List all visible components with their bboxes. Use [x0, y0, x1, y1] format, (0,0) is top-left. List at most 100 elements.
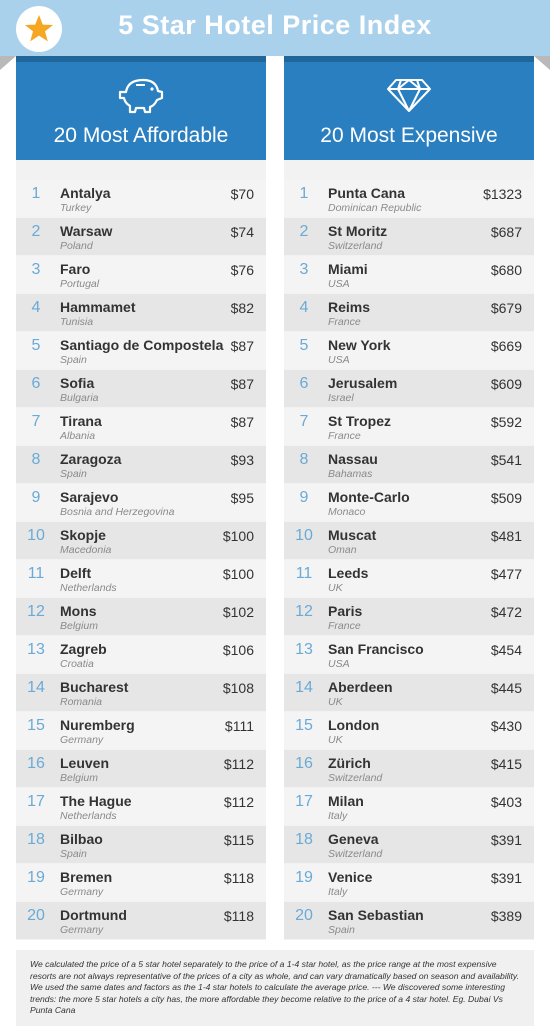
city-name: Hammamet	[60, 299, 136, 315]
rank: 19	[27, 869, 45, 886]
list-row: 20 San Sebastian Spain $389	[284, 902, 534, 939]
country-name: UK	[328, 696, 343, 708]
city-name: Milan	[328, 793, 364, 809]
city-name: London	[328, 717, 380, 733]
city-name: Nuremberg	[60, 717, 135, 733]
rank: 20	[295, 907, 313, 924]
city-name: St Moritz	[328, 223, 388, 239]
list-row: 17 Milan Italy $403	[284, 788, 534, 825]
country-name: USA	[328, 278, 350, 290]
list-row: 4 Reims France $679	[284, 294, 534, 331]
price: $415	[490, 756, 522, 772]
country-name: Belgium	[60, 772, 98, 784]
city-name: Geneva	[328, 831, 379, 847]
rank: 11	[295, 565, 313, 582]
rank: 7	[299, 413, 309, 430]
list-row: 6 Sofia Bulgaria $87	[16, 370, 266, 407]
country-name: Germany	[60, 886, 104, 898]
price: $477	[490, 566, 522, 582]
city-name: St Tropez	[328, 413, 392, 429]
list-row: 10 Skopje Macedonia $100	[16, 522, 266, 559]
country-name: UK	[328, 582, 343, 594]
country-name: Switzerland	[328, 240, 383, 252]
rank: 4	[31, 299, 41, 316]
price: $391	[490, 870, 522, 886]
list-row: 2 St Moritz Switzerland $687	[284, 218, 534, 255]
country-name: Netherlands	[60, 810, 117, 822]
list-row: 6 Jerusalem Israel $609	[284, 370, 534, 407]
city-name: Zaragoza	[60, 451, 122, 467]
city-name: The Hague	[60, 793, 132, 809]
city-name: Miami	[328, 261, 368, 277]
rank: 11	[27, 565, 45, 582]
city-name: Jerusalem	[328, 375, 398, 391]
rank: 20	[27, 907, 45, 924]
country-name: Monaco	[328, 506, 366, 518]
rank: 3	[299, 261, 309, 278]
city-name: Sofia	[60, 375, 95, 391]
country-name: Tunisia	[60, 316, 94, 328]
city-name: Paris	[328, 603, 363, 619]
rank: 12	[27, 603, 45, 620]
country-name: France	[328, 316, 361, 328]
rank: 8	[31, 451, 41, 468]
price: $430	[490, 718, 522, 734]
list-row: 1 Antalya Turkey $70	[16, 180, 266, 217]
price: $87	[230, 414, 254, 430]
price: $445	[490, 680, 522, 696]
rank: 7	[31, 413, 41, 430]
country-name: Bahamas	[328, 468, 373, 480]
country-name: Spain	[60, 354, 87, 366]
diamond-icon	[387, 79, 431, 112]
city-name: Antalya	[60, 185, 111, 201]
price: $100	[222, 566, 254, 582]
list-row: 16 Leuven Belgium $112	[16, 750, 266, 787]
rank: 9	[299, 489, 309, 506]
country-name: Oman	[328, 544, 357, 556]
banner	[0, 0, 550, 56]
rank: 13	[27, 641, 45, 658]
country-name: Dominican Republic	[328, 202, 422, 214]
rank: 1	[31, 185, 41, 202]
country-name: Albania	[60, 430, 96, 442]
city-name: Aberdeen	[328, 679, 393, 695]
list-row: 2 Warsaw Poland $74	[16, 218, 266, 255]
list-row: 19 Bremen Germany $118	[16, 864, 266, 901]
footnote: We calculated the price of a 5 star hote…	[16, 950, 534, 1026]
list-row: 10 Muscat Oman $481	[284, 522, 534, 559]
city-name: Skopje	[60, 527, 106, 543]
country-name: Switzerland	[328, 848, 383, 860]
fold-corner	[0, 56, 16, 70]
city-name: Zürich	[328, 755, 371, 771]
rank: 14	[295, 679, 313, 696]
price: $509	[490, 490, 522, 506]
list-row: 16 Zürich Switzerland $415	[284, 750, 534, 787]
country-name: Spain	[60, 468, 87, 480]
price: $454	[490, 642, 522, 658]
price: $112	[223, 794, 254, 810]
city-name: Muscat	[328, 527, 377, 543]
list-row: 14 Aberdeen UK $445	[284, 674, 534, 711]
city-name: San Francisco	[328, 641, 424, 657]
list-row: 17 The Hague Netherlands $112	[16, 788, 266, 825]
price: $592	[490, 414, 522, 430]
city-name: Santiago de Compostela	[60, 337, 224, 353]
country-name: Spain	[328, 924, 355, 936]
rank: 18	[295, 831, 313, 848]
list-row: 9 Monte-Carlo Monaco $509	[284, 484, 534, 521]
city-name: Mons	[60, 603, 97, 619]
country-name: UK	[328, 734, 343, 746]
country-name: Germany	[60, 734, 104, 746]
price: $112	[223, 756, 254, 772]
country-name: Bulgaria	[60, 392, 99, 404]
rank: 5	[299, 337, 309, 354]
list-row: 11 Delft Netherlands $100	[16, 560, 266, 597]
rank: 17	[27, 793, 45, 810]
country-name: USA	[328, 354, 350, 366]
city-name: New York	[328, 337, 391, 353]
price: $680	[490, 262, 522, 278]
country-name: Portugal	[60, 278, 100, 290]
rank: 6	[299, 375, 309, 392]
price: $74	[230, 224, 254, 240]
list-row: 11 Leeds UK $477	[284, 560, 534, 597]
